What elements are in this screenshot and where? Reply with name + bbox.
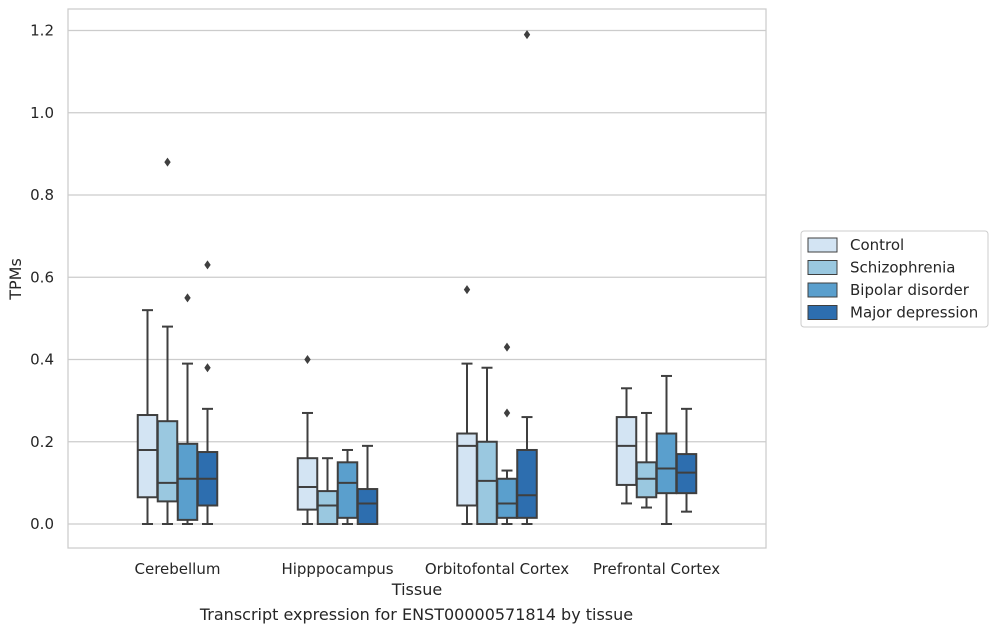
legend-swatch [807,260,838,275]
box-body [476,440,498,525]
box-series [136,30,698,526]
box-body [356,488,379,526]
box [316,457,339,526]
legend-swatch [807,305,838,320]
legend-frame [800,230,989,328]
box-body [615,416,638,486]
box [296,355,319,525]
outlier-point [204,260,211,270]
box-body [655,432,678,495]
box-body [635,461,658,499]
chart-caption: Transcript expression for ENST0000057181… [199,605,634,624]
box [675,407,698,513]
x-tick-label: Hipppocampus [281,560,393,578]
box [456,285,478,525]
y-axis-title: TPMs [6,258,25,301]
series-bipolar-disorder [176,293,678,525]
box [336,448,359,525]
y-tick-label: 0.6 [30,268,54,286]
plot-frame [67,8,767,549]
outlier-point [204,363,211,373]
box [476,366,498,525]
box-body [156,420,179,503]
box-body [336,461,359,519]
box [615,387,638,505]
box-body [516,448,538,519]
x-axis-title: Tissue [391,580,442,599]
legend-label: Major depression [850,304,978,322]
box [176,293,199,525]
box [136,309,159,525]
legend-swatch [807,237,838,253]
x-tick-labels: Cerebellum Hipppocampus Orbitofontal Corte… [135,560,721,578]
box-body [136,414,159,499]
box-body [496,477,518,519]
x-tick-label: Orbitofontal Cortex [425,560,569,578]
gridlines [68,29,766,525]
box-body [176,442,199,521]
legend-label: Schizophrenia [850,259,955,277]
y-tick-label: 1.0 [30,104,54,122]
box [655,374,678,525]
series-major-depression [196,30,698,526]
y-tick-label: 1.2 [30,22,54,40]
box [156,157,179,525]
legend-swatch [807,282,838,298]
x-tick-label: Cerebellum [135,560,221,578]
outlier-point [164,157,171,167]
outlier-point [304,355,311,364]
outlier-point [463,285,471,295]
y-tick-label: 0.8 [30,186,54,204]
series-schizophrenia [156,157,658,526]
box-body [675,453,698,495]
outlier-point [503,342,511,352]
y-tick-labels: 0.0 0.2 0.4 0.6 0.8 1.0 1.2 [30,22,54,534]
box [356,444,379,526]
box-body [456,432,478,507]
box [516,30,538,525]
y-tick-label: 0.4 [30,351,54,369]
y-tick-label: 0.0 [30,515,54,533]
box-body [316,490,339,526]
box [496,342,518,525]
legend: Control Schizophrenia Bipolar disorder Majo… [800,230,989,328]
legend-label: Bipolar disorder [850,281,970,299]
series-control [136,285,638,525]
outlier-point [184,293,191,303]
legend-label: Control [850,236,904,254]
outlier-point [523,30,531,40]
x-tick-label: Prefrontal Cortex [593,560,720,578]
box [635,411,658,509]
box [196,260,219,525]
box-body [296,457,319,511]
outlier-point [503,408,511,418]
y-tick-label: 0.2 [30,433,54,451]
